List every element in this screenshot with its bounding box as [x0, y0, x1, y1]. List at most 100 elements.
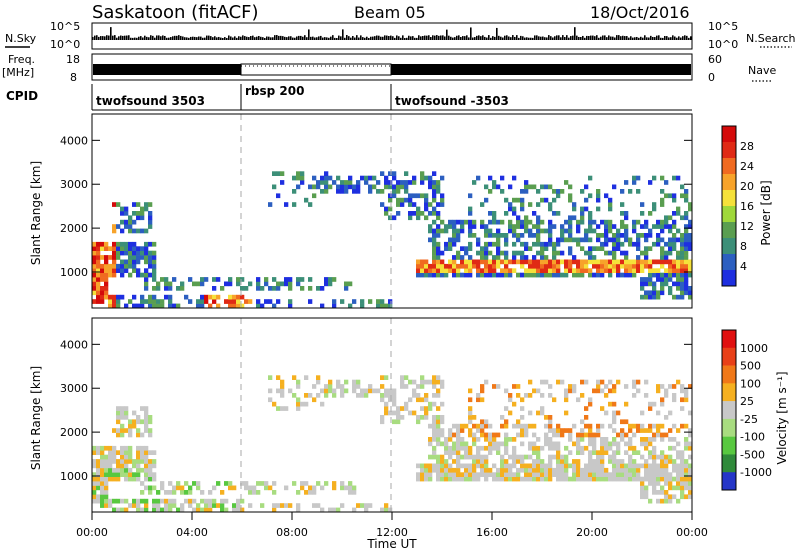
echo-cell — [144, 250, 149, 256]
echo-cell — [400, 375, 405, 380]
echo-cell — [504, 233, 509, 238]
echo-cell — [148, 215, 153, 221]
echo-cell — [396, 211, 401, 216]
echo-cell — [652, 437, 657, 442]
echo-cell — [660, 485, 665, 491]
echo-cell — [608, 472, 613, 477]
echo-cell — [96, 450, 101, 455]
echo-cell — [424, 472, 429, 477]
echo-cell — [524, 259, 529, 265]
echo-cell — [92, 481, 97, 486]
echo-cell — [660, 228, 665, 234]
echo-cell — [424, 202, 429, 207]
echo-cell — [120, 498, 125, 504]
echo-cell — [440, 401, 445, 407]
echo-cell — [256, 277, 261, 282]
echo-cell — [452, 467, 457, 473]
echo-cell — [484, 467, 489, 473]
nsky-bar — [190, 36, 192, 40]
echo-cell — [516, 237, 521, 243]
echo-cell — [388, 197, 393, 203]
echo-cell — [660, 197, 665, 203]
echo-cell — [588, 423, 593, 429]
echo-cell — [620, 219, 625, 225]
nsky-bar — [178, 35, 180, 40]
echo-cell — [544, 263, 549, 269]
echo-cell — [108, 294, 113, 300]
echo-cell — [596, 268, 601, 273]
echo-cell — [524, 428, 529, 433]
echo-cell — [156, 281, 161, 287]
echo-cell — [636, 379, 641, 385]
echo-cell — [468, 272, 473, 278]
echo-cell — [620, 432, 625, 438]
echo-cell — [612, 472, 617, 477]
echo-cell — [384, 184, 389, 190]
echo-cell — [688, 237, 693, 243]
echo-cell — [528, 410, 533, 416]
echo-cell — [564, 393, 569, 398]
nsky-trace — [92, 27, 692, 40]
echo-cell — [320, 189, 325, 194]
echo-cell — [640, 441, 645, 447]
echo-cell — [468, 410, 473, 416]
echo-cell — [576, 472, 581, 477]
echo-cell — [680, 294, 685, 300]
echo-cell — [652, 490, 657, 495]
echo-cell — [656, 490, 661, 495]
echo-cell — [96, 241, 101, 247]
echo-cell — [644, 263, 649, 269]
echo-cell — [684, 224, 689, 229]
echo-cell — [428, 472, 433, 477]
echo-cell — [440, 202, 445, 207]
echo-cell — [136, 272, 141, 278]
echo-cell — [268, 299, 273, 304]
echo-cell — [120, 263, 125, 269]
nsky-bar — [652, 36, 654, 40]
echo-cell — [532, 450, 537, 455]
nsky-bar — [442, 35, 444, 40]
echo-cell — [568, 388, 573, 394]
echo-cell — [228, 481, 233, 486]
echo-cell — [524, 184, 529, 190]
echo-cell — [140, 246, 145, 251]
echo-cell — [652, 450, 657, 455]
echo-cell — [588, 259, 593, 265]
echo-cell — [220, 507, 225, 513]
echo-cell — [656, 277, 661, 282]
echo-cell — [192, 498, 197, 504]
echo-cell — [600, 472, 605, 477]
echo-cell — [144, 206, 149, 212]
echo-cell — [220, 498, 225, 504]
echo-cell — [272, 286, 277, 291]
nsky-bar — [304, 35, 306, 40]
echo-cell — [212, 299, 217, 304]
echo-cell — [464, 423, 469, 429]
echo-cell — [468, 263, 473, 269]
nsky-bar — [518, 37, 520, 40]
echo-cell — [596, 246, 601, 251]
echo-cell — [168, 281, 173, 287]
echo-cell — [484, 419, 489, 425]
echo-cell — [196, 303, 201, 309]
echo-cell — [620, 419, 625, 425]
nsky-bar — [130, 37, 132, 40]
echo-cell — [464, 450, 469, 455]
freq-label-2: [MHz] — [2, 66, 34, 79]
nsky-bar — [114, 35, 116, 40]
echo-cell — [308, 277, 313, 282]
echo-cell — [604, 410, 609, 416]
echo-cell — [544, 379, 549, 385]
echo-cell — [456, 476, 461, 482]
xtick-label: 00:00 — [76, 526, 108, 539]
colorbar-swatch — [722, 401, 736, 420]
echo-cell — [320, 286, 325, 291]
echo-cell — [288, 388, 293, 394]
echo-cell — [544, 197, 549, 203]
colorbar-tick-label: 4 — [740, 260, 747, 273]
echo-cell — [688, 224, 693, 229]
echo-cell — [124, 259, 129, 265]
echo-cell — [220, 503, 225, 508]
echo-cell — [496, 246, 501, 251]
